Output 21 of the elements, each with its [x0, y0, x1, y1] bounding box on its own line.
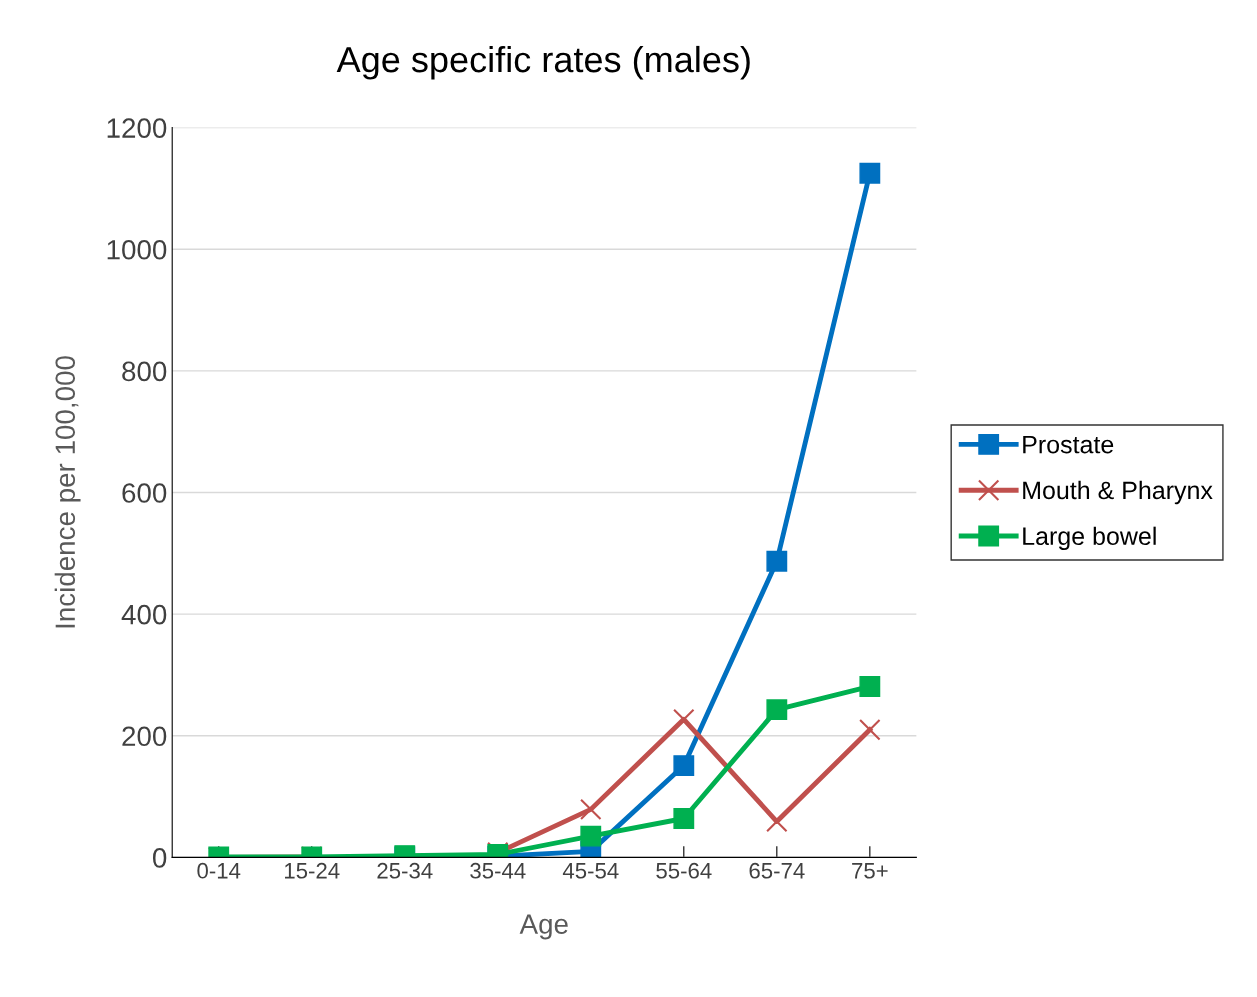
x-tick-label: 35-44: [470, 862, 526, 879]
x-tick-label: 0-14: [197, 862, 241, 879]
y-tick-label: 800: [122, 361, 167, 382]
legend-label: Mouth & Pharynx: [1023, 480, 1213, 505]
y-tick-label: 400: [121, 604, 167, 625]
x-tick-label: 15-24: [285, 862, 340, 879]
x-tick-label: 75+: [852, 863, 888, 879]
x-tick-label: 55-64: [656, 862, 712, 879]
y-tick-label: 1200: [107, 118, 167, 138]
x-tick-label: 45-54: [562, 863, 619, 879]
y-axis-title: Incidence per 100,000: [54, 356, 81, 628]
y-tick-label: 600: [122, 483, 167, 503]
x-tick-label: 65-74: [749, 862, 805, 879]
y-tick-label: 0: [152, 848, 167, 868]
x-axis-title: Age: [519, 914, 568, 940]
y-tick-label: 1000: [107, 239, 167, 260]
legend-label: Large bowel: [1023, 526, 1156, 550]
y-tick-label: 200: [122, 726, 167, 747]
x-tick-label: 25-34: [377, 862, 433, 879]
chart-title: Age specific rates (males): [336, 45, 750, 80]
legend-label: Prostate: [1023, 435, 1114, 454]
